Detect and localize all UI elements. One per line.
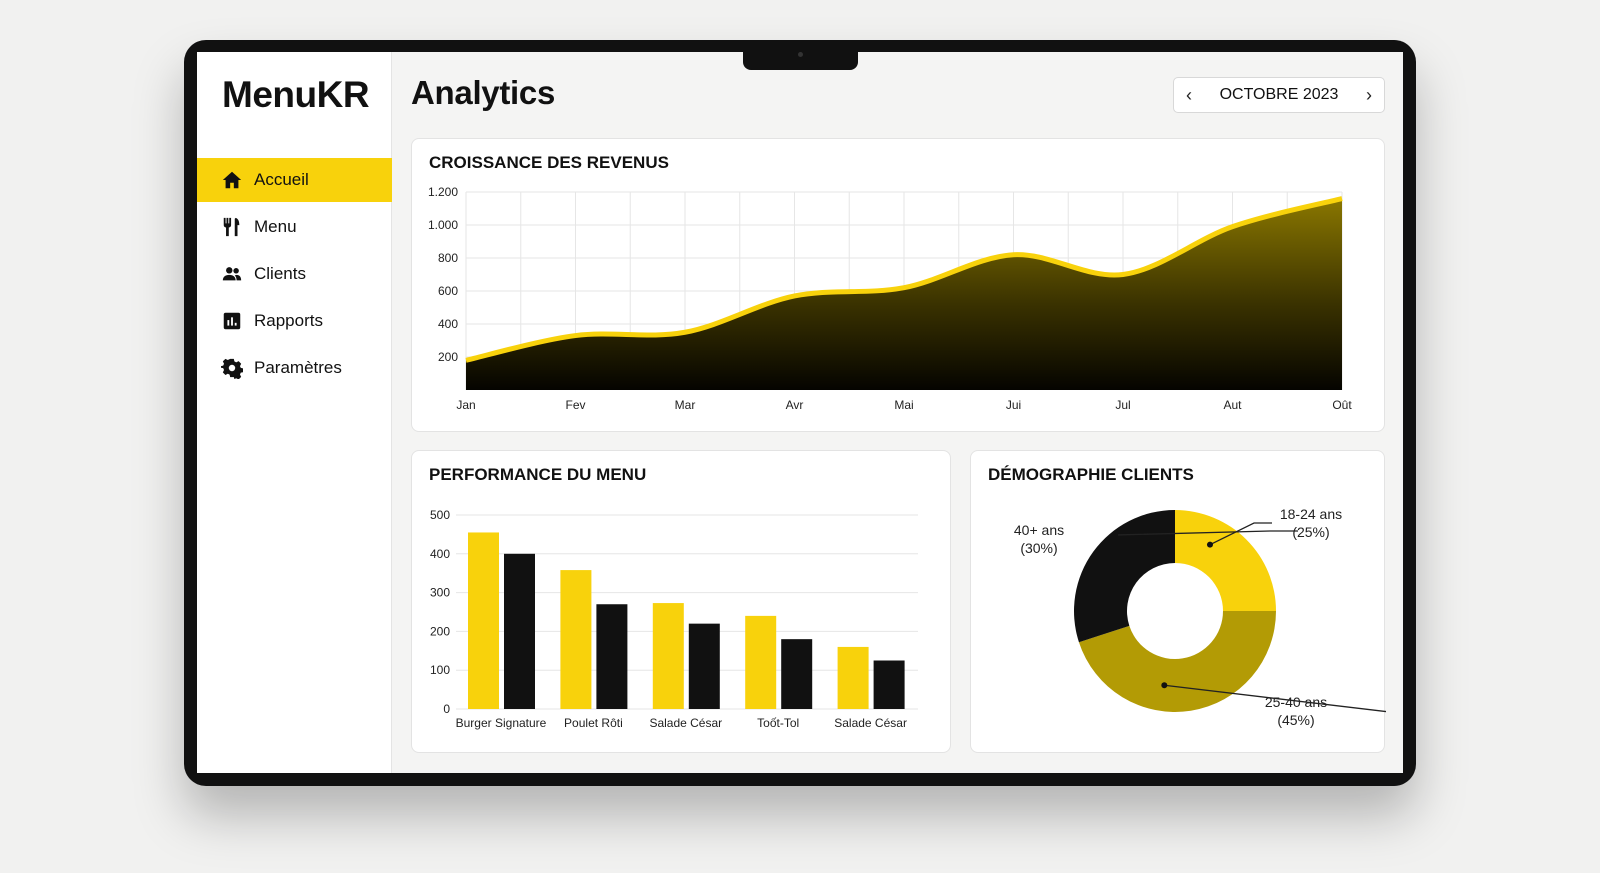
slice-label: 25-40 ans	[1265, 694, 1327, 710]
chevron-left-icon[interactable]: ‹	[1186, 84, 1192, 105]
demographics-donut-chart: 18-24 ans (25%) 25-40 ans (45%) 40+ ans (30%)	[1014, 506, 1386, 728]
demographics-card: DÉMOGRAPHIE CLIENTS 18-24 ans (25%) 25-40 …	[970, 450, 1386, 753]
bar	[596, 604, 628, 709]
sidebar-item-label: Clients	[254, 264, 306, 283]
menu-performance-card: PERFORMANCE DU MENU 0 100 200 300 400 500 Burg…	[411, 450, 951, 753]
page-title: Analytics	[411, 74, 556, 111]
revenue-line	[465, 196, 1343, 363]
revenue-chart: 200 400 600 800 1.000 1.200 Jan Fev Mar Avr Mai Jui…	[428, 185, 1352, 412]
x-tick-label: Mar	[675, 398, 696, 412]
x-tick-label: Poulet Rôti	[564, 716, 623, 730]
x-tick-label: Oût	[1332, 398, 1352, 412]
home-icon	[222, 171, 242, 189]
card-title: DÉMOGRAPHIE CLIENTS	[988, 465, 1194, 484]
x-tick-label: Jui	[1006, 398, 1021, 412]
slice-percent: (45%)	[1277, 712, 1314, 728]
y-tick-label: 800	[438, 251, 458, 265]
menu-bar-chart: 0 100 200 300 400 500 Burger Signature Poulet R…	[430, 508, 918, 730]
x-tick-label: Toốt-Tol	[757, 716, 799, 730]
y-tick-label: 1.200	[428, 185, 458, 199]
leader-line	[1164, 684, 1386, 713]
bar	[688, 623, 720, 709]
x-tick-label: Fev	[565, 398, 585, 412]
bar	[745, 615, 777, 709]
y-tick-label: 200	[438, 350, 458, 364]
y-tick-label: 200	[430, 624, 450, 638]
leader-line	[1118, 530, 1298, 536]
y-tick-label: 500	[430, 508, 450, 522]
logo: MenuKR	[222, 74, 370, 115]
sidebar-item-label: Rapports	[254, 311, 323, 330]
y-tick-label: 600	[438, 284, 458, 298]
x-tick-label: Salade César	[834, 716, 907, 730]
card-title: CROISSANCE DES REVENUS	[429, 153, 669, 172]
revenue-card: CROISSANCE DES REVENUS 200 400 600 800 1.000…	[411, 138, 1385, 432]
sidebar-nav: Accueil Menu Clients Rapports Paramètres	[197, 158, 392, 393]
leader-dot	[1161, 682, 1168, 689]
revenue-area	[466, 198, 1342, 390]
x-tick-label: Mai	[894, 398, 913, 412]
y-tick-label: 400	[430, 547, 450, 561]
x-tick-label: Avr	[786, 398, 804, 412]
donut-slice	[1175, 510, 1276, 611]
bar-chart-icon	[223, 312, 241, 330]
sidebar-item-accueil[interactable]: Accueil	[197, 158, 392, 202]
sidebar-item-label: Paramètres	[254, 358, 342, 377]
x-tick-label: Aut	[1223, 398, 1242, 412]
sidebar-item-clients[interactable]: Clients	[197, 252, 392, 296]
month-picker: ‹ OCTOBRE 2023 ›	[1173, 77, 1385, 113]
bar	[560, 570, 592, 709]
sidebar-item-label: Menu	[254, 217, 297, 236]
leader-line	[1209, 522, 1272, 546]
y-tick-label: 100	[430, 663, 450, 677]
slice-label: 40+ ans	[1014, 522, 1064, 538]
card-title: PERFORMANCE DU MENU	[429, 465, 647, 484]
current-month: OCTOBRE 2023	[1219, 86, 1339, 103]
leader-dot	[1206, 541, 1213, 548]
bar	[837, 646, 869, 709]
utensils-icon	[223, 217, 240, 237]
slice-percent: (25%)	[1292, 524, 1329, 540]
bar	[468, 532, 499, 709]
y-tick-label: 400	[438, 317, 458, 331]
bar	[652, 603, 684, 709]
x-tick-label: Burger Signature	[456, 716, 547, 730]
sidebar-item-rapports[interactable]: Rapports	[197, 299, 392, 343]
x-tick-label: Jul	[1115, 398, 1130, 412]
x-tick-label: Salade César	[649, 716, 722, 730]
sidebar: MenuKR Accueil Menu Clients Rapports Par…	[197, 52, 392, 773]
y-tick-label: 1.000	[428, 218, 458, 232]
sidebar-item-menu[interactable]: Menu	[197, 205, 392, 249]
donut-slice	[1078, 611, 1276, 712]
bar	[781, 639, 813, 709]
slice-label: 18-24 ans	[1280, 506, 1342, 522]
y-tick-label: 0	[443, 702, 450, 716]
gear-icon	[221, 358, 243, 379]
users-icon	[222, 267, 242, 281]
screen: MenuKR Accueil Menu Clients Rapports Par…	[197, 52, 1403, 773]
bar	[504, 553, 535, 709]
sidebar-item-label: Accueil	[254, 170, 309, 189]
y-tick-label: 300	[430, 586, 450, 600]
bar	[873, 660, 905, 709]
slice-percent: (30%)	[1020, 540, 1057, 556]
sidebar-item-parametres[interactable]: Paramètres	[197, 346, 392, 390]
chevron-right-icon[interactable]: ›	[1366, 84, 1372, 105]
x-tick-label: Jan	[456, 398, 475, 412]
donut-slice	[1074, 510, 1175, 643]
camera	[798, 52, 803, 57]
